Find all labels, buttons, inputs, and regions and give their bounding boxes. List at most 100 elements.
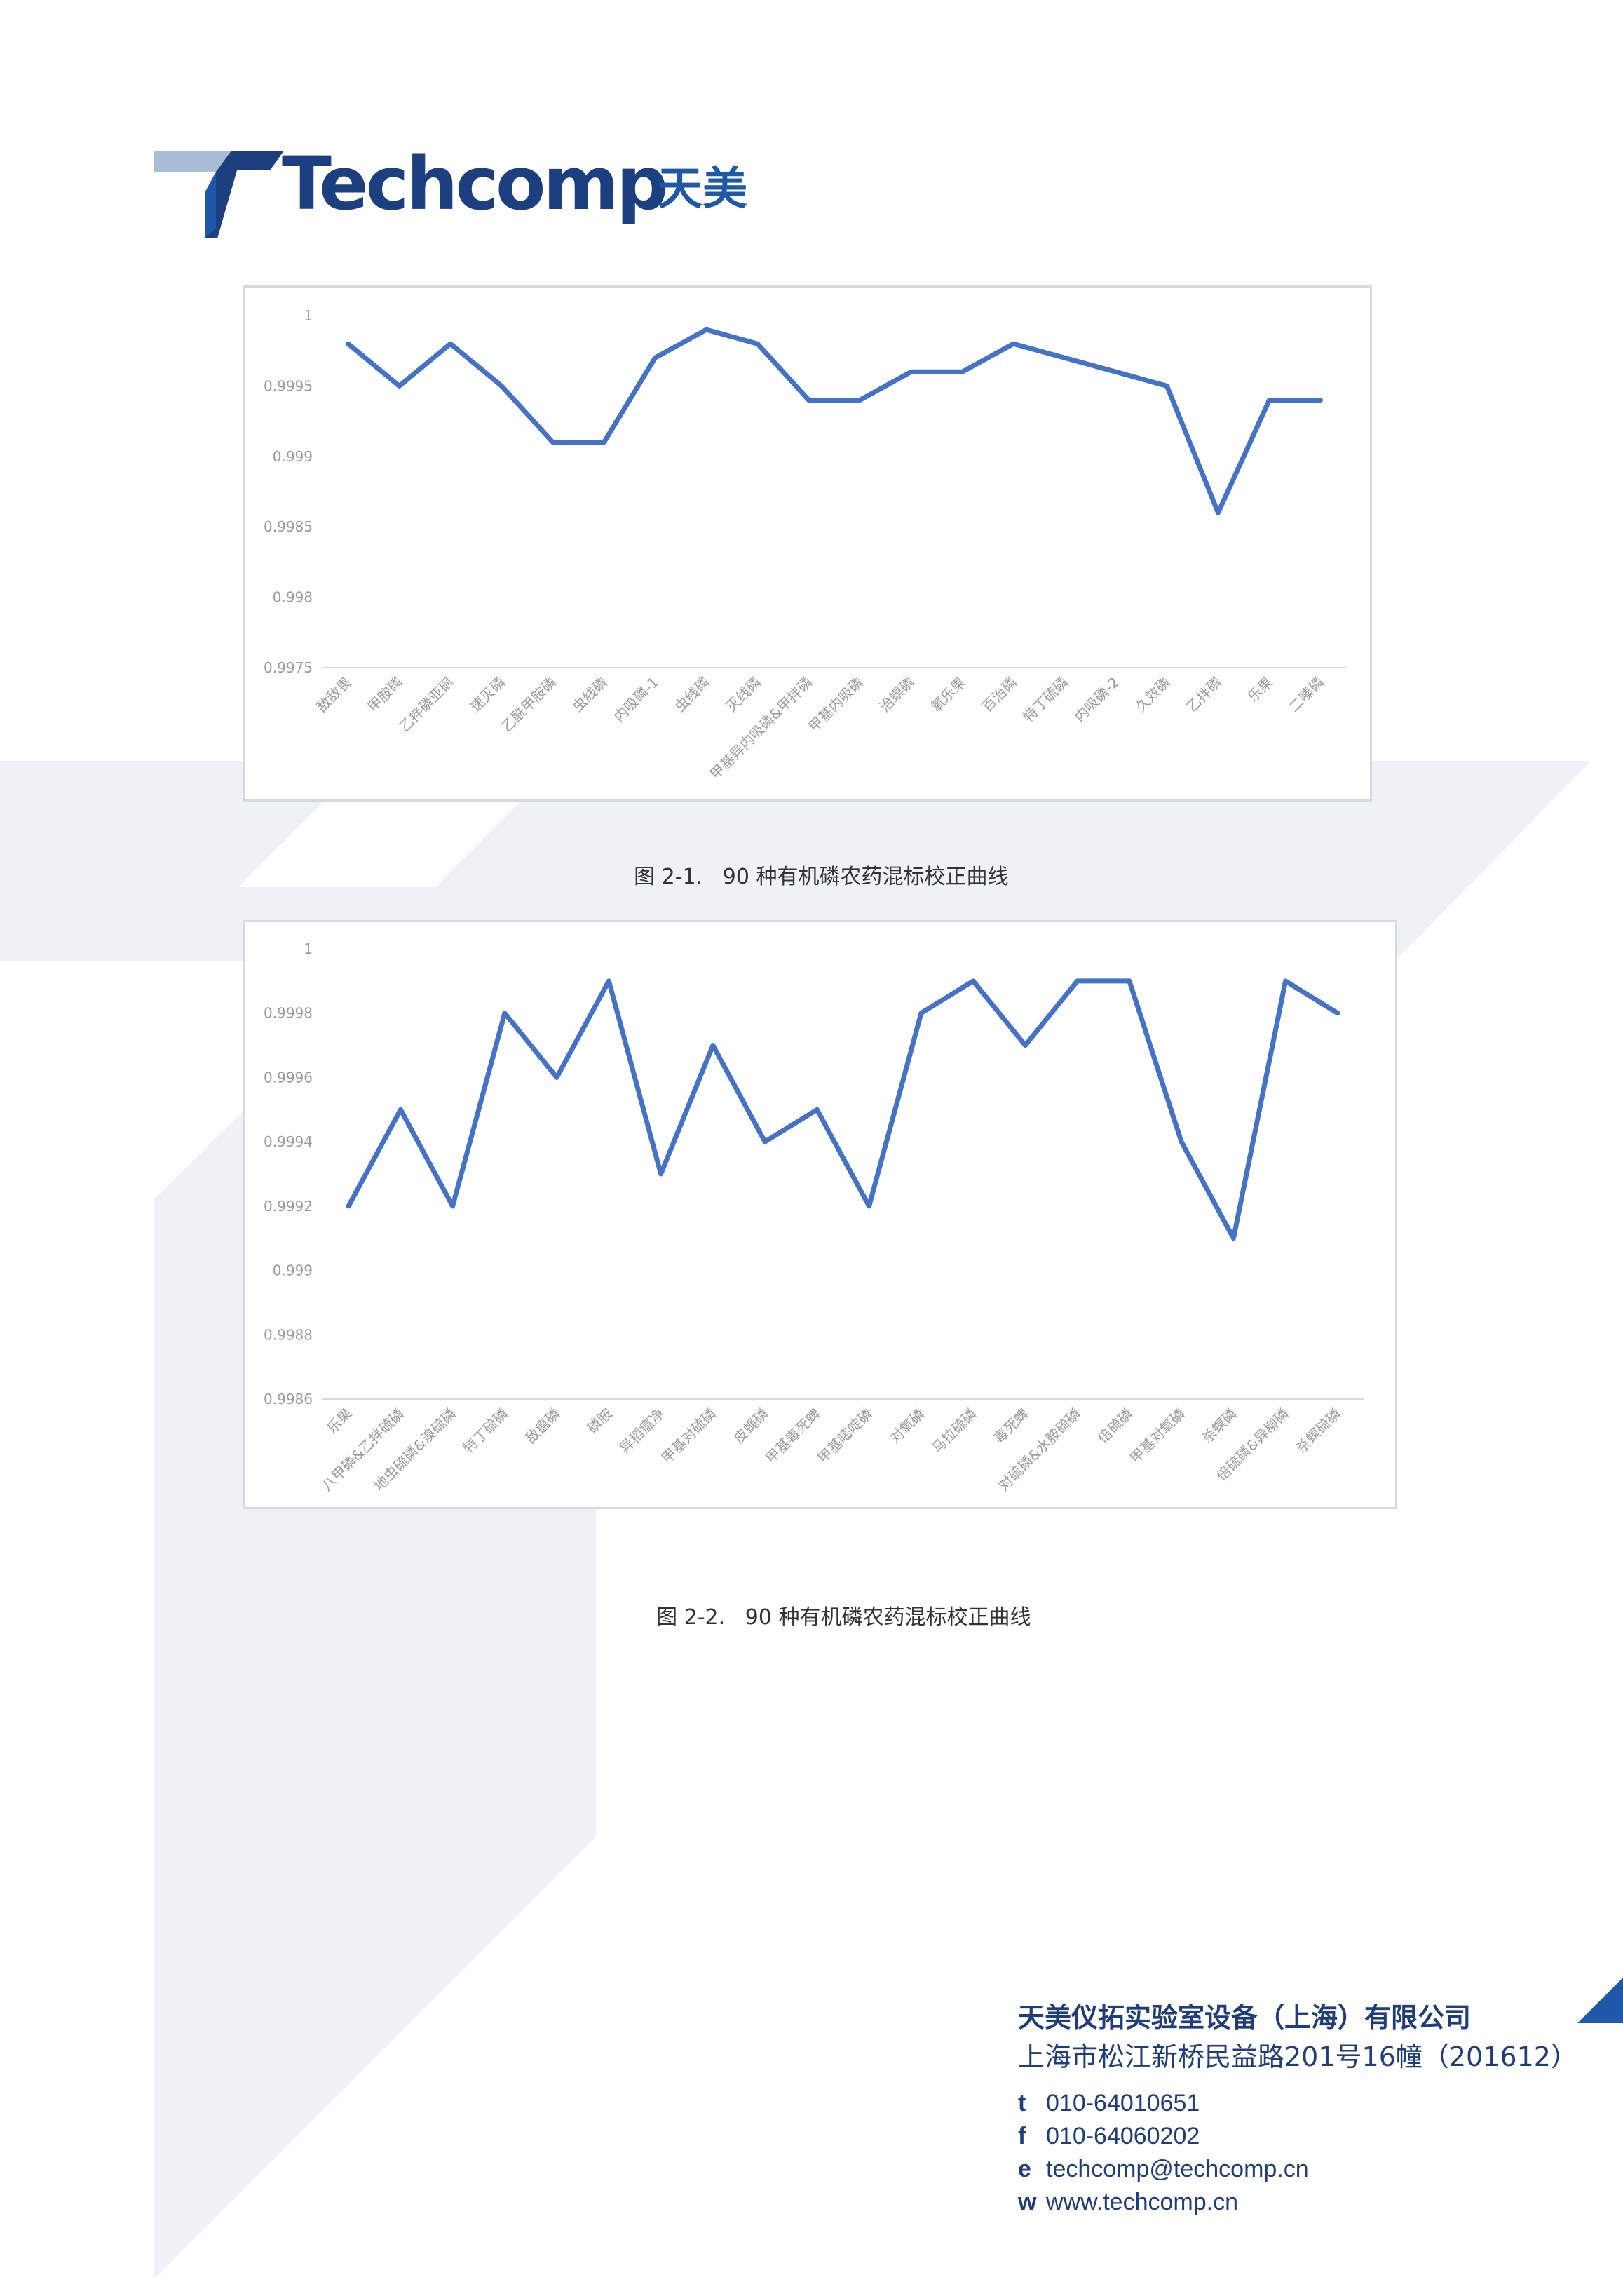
x-tick-label: 治螟磷: [876, 674, 918, 715]
phone-number: 010-64010651: [1046, 2090, 1200, 2116]
data-point: [451, 1205, 454, 1207]
techcomp-logo-icon: [154, 151, 284, 238]
y-tick-label: 0.9975: [264, 659, 313, 676]
phone-line: t 010-64010651: [1018, 2091, 1577, 2115]
data-point: [1128, 980, 1130, 982]
logo-chinese-name: 天美: [658, 163, 747, 215]
phone-label: t: [1018, 2090, 1026, 2116]
data-point: [501, 385, 503, 387]
x-tick-label: 虫线磷: [569, 674, 611, 715]
x-tick-label: 敌敌畏: [313, 674, 355, 715]
data-point: [1319, 399, 1322, 401]
data-point: [660, 1173, 662, 1175]
x-tick-label: 甲基毒死蜱: [762, 1405, 824, 1467]
x-tick-label: 乙拌磷: [1183, 674, 1225, 715]
logo-wordmark: Techcomp: [282, 141, 668, 227]
x-tick-label: 氧乐果: [928, 674, 969, 715]
x-tick-label: 异稻瘟净: [616, 1405, 668, 1457]
company-address: 上海市松江新桥民益路201号16幢（201612）: [1018, 2041, 1577, 2072]
data-point: [972, 980, 975, 982]
fax-line: f 010-64060202: [1018, 2124, 1577, 2148]
x-tick-label: 甲基嘧啶磷: [814, 1405, 876, 1467]
y-tick-label: 0.999: [273, 1262, 313, 1279]
x-tick-label: 磷胺: [584, 1405, 616, 1437]
fax-number: 010-64060202: [1046, 2123, 1200, 2149]
x-tick-label: 倍硫磷: [1094, 1405, 1136, 1447]
data-point: [348, 1205, 350, 1207]
data-point: [808, 399, 810, 401]
x-tick-label: 乐果: [323, 1405, 355, 1437]
x-tick-label: 对氧磷: [886, 1405, 928, 1447]
data-point: [816, 1109, 818, 1111]
data-point: [1064, 357, 1066, 359]
x-tick-label: 乙酰甲胺磷: [498, 674, 559, 736]
series-line: [346, 978, 1340, 1241]
email-label: e: [1018, 2156, 1031, 2182]
x-tick-label: 乙拌磷亚砜: [395, 674, 457, 736]
data-point: [1336, 1012, 1338, 1014]
data-point: [608, 980, 610, 982]
web-label: w: [1018, 2189, 1037, 2215]
figure-1-caption: 图 2-1. 90 种有机磷农药混标校正曲线: [620, 835, 1008, 890]
data-point: [1232, 1237, 1235, 1239]
x-tick-label: 马拉硫磷: [928, 1405, 980, 1457]
x-tick-label: 毒死蜱: [991, 1405, 1032, 1447]
y-tick-label: 0.9988: [264, 1326, 313, 1343]
data-point: [400, 1109, 402, 1111]
data-point: [868, 1205, 870, 1207]
y-tick-label: 1: [304, 307, 313, 324]
company-name: 天美仪拓实验室设备（上海）有限公司: [1018, 2002, 1472, 2033]
data-point: [449, 343, 451, 345]
x-tick-label: 内吸磷-1: [611, 674, 663, 726]
chart-2: 1 0.9998 0.9996 0.9994 0.9992 0.999 0.9988 0.99…: [264, 940, 1364, 1494]
data-point: [920, 1012, 922, 1014]
x-tick-label: 敌瘟磷: [522, 1405, 563, 1447]
data-point: [1012, 343, 1014, 345]
data-point: [1181, 1141, 1183, 1143]
chart-2-frame: 1 0.9998 0.9996 0.9994 0.9992 0.999 0.9988 0.99…: [243, 920, 1397, 1509]
x-tick-label: 灭线磷: [723, 674, 764, 715]
y-tick-label: 0.9995: [264, 377, 313, 394]
x-tick-label: 百治磷: [979, 674, 1020, 715]
x-tick-label: 内吸磷-2: [1071, 674, 1123, 726]
data-point: [1024, 1044, 1026, 1046]
y-tick-label: 0.9996: [264, 1069, 313, 1086]
data-point: [1217, 512, 1219, 514]
y-tick-label: 0.9985: [264, 518, 313, 535]
data-point: [347, 343, 349, 345]
fax-label: f: [1018, 2123, 1026, 2149]
figure-2-caption: 图 2-2. 90 种有机磷农药混标校正曲线: [643, 1575, 1031, 1630]
data-point: [552, 441, 554, 443]
y-tick-label: 0.9998: [264, 1005, 313, 1022]
figure-1-number: 图 2-1.: [634, 865, 703, 889]
x-tick-label: 甲基对硫磷: [658, 1405, 720, 1467]
data-point: [1166, 385, 1168, 387]
data-point: [1076, 980, 1078, 982]
data-point: [503, 1012, 505, 1014]
data-point: [603, 441, 605, 443]
data-point: [1284, 980, 1286, 982]
footer-contact: 天美仪拓实验室设备（上海）有限公司 上海市松江新桥民益路201号16幢（2016…: [1018, 2004, 1577, 2223]
data-point: [654, 357, 656, 359]
y-tick-label: 0.9986: [264, 1391, 313, 1407]
data-point: [556, 1076, 558, 1079]
x-tick-label: 甲基异内吸磷&甲拌磷: [707, 674, 815, 783]
figure-1-title: 90 种有机磷农药混标校正曲线: [722, 865, 1009, 889]
x-tick-label: 杀螟硫磷: [1293, 1405, 1345, 1457]
x-tick-label: 二嗪磷: [1286, 674, 1327, 715]
email-link[interactable]: techcomp@techcomp.cn: [1046, 2156, 1309, 2182]
x-tick-label: 乐果: [1244, 674, 1276, 705]
x-tick-label: 特丁硫磷: [460, 1405, 512, 1457]
data-point: [1115, 371, 1117, 373]
web-link[interactable]: www.techcomp.cn: [1046, 2189, 1238, 2215]
x-tick-label: 速灭磷: [467, 674, 508, 715]
web-line[interactable]: w www.techcomp.cn: [1018, 2190, 1577, 2214]
email-line[interactable]: e techcomp@techcomp.cn: [1018, 2157, 1577, 2181]
data-point: [859, 399, 861, 401]
figure-2-number: 图 2-2.: [656, 1605, 726, 1630]
y-tick-label: 0.9994: [264, 1133, 313, 1150]
x-tick-label: 甲基内吸磷: [805, 674, 867, 736]
chart-1-frame: 1 0.9995 0.999 0.9985 0.998 0.9975 敌敌畏 甲胺磷 乙拌磷亚砜…: [243, 285, 1372, 802]
data-point: [398, 385, 400, 387]
x-tick-label: 特丁硫磷: [1019, 674, 1071, 726]
